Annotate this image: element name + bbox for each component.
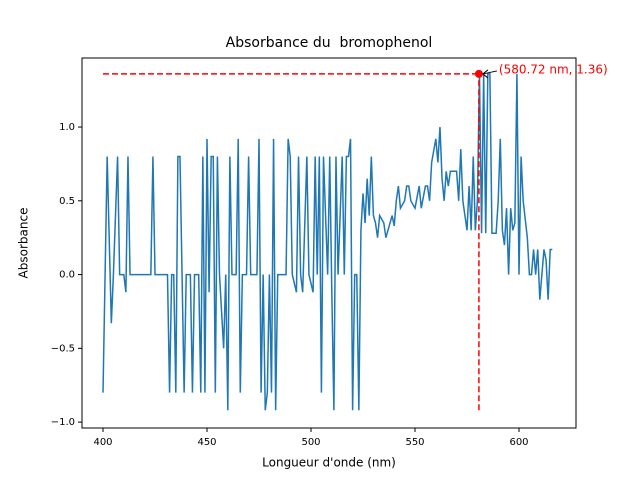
y-tick-label: −1.0 [51, 417, 75, 428]
chart-title: Absorbance du bromophenol [226, 35, 433, 51]
data-line [102, 73, 553, 411]
x-tick-label: 550 [405, 437, 424, 448]
x-tick-label: 400 [93, 437, 112, 448]
x-tick-label: 450 [197, 437, 216, 448]
annotation-arrow [482, 69, 498, 79]
annotation-label: (580.72 nm, 1.36) [499, 62, 608, 76]
x-axis-label: Longueur d'onde (nm) [262, 456, 396, 470]
annotation-point [474, 69, 483, 78]
x-tick-label: 600 [509, 437, 528, 448]
x-tick-label: 500 [301, 437, 320, 448]
y-tick-label: 1.0 [59, 122, 75, 133]
y-tick-label: 0.5 [59, 196, 75, 207]
y-tick-label: 0.0 [59, 270, 75, 281]
y-tick-label: −0.5 [51, 343, 75, 354]
plot-frame [81, 57, 577, 429]
y-axis-label: Absorbance [17, 208, 31, 279]
